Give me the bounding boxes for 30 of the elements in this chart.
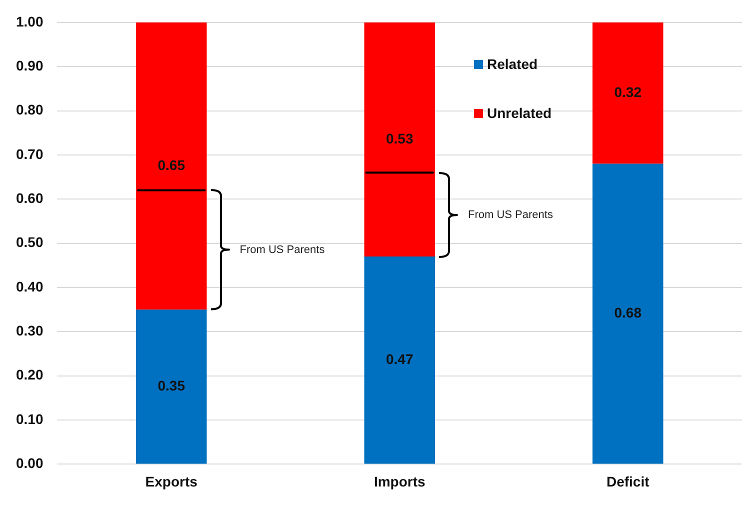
bar <box>136 310 207 464</box>
y-tick-label: 0.20 <box>16 366 44 383</box>
y-tick-label: 0.50 <box>16 234 44 250</box>
data-label: 0.35 <box>158 377 186 394</box>
legend-label: Unrelated <box>487 105 552 121</box>
bar <box>136 22 207 310</box>
x-tick-label: Deficit <box>606 473 650 490</box>
y-tick-label: 0.80 <box>16 102 44 118</box>
data-label: 0.68 <box>614 304 642 321</box>
y-tick-label: 0.90 <box>16 57 44 74</box>
annotation: From US Parents <box>240 244 325 256</box>
y-tick-label: 1.00 <box>16 13 44 30</box>
y-tick-label: 0.60 <box>16 190 44 206</box>
bar <box>364 256 436 464</box>
y-tick-label: 0.40 <box>16 278 44 294</box>
data-label: 0.53 <box>386 130 414 146</box>
x-tick-label: Imports <box>374 473 426 490</box>
data-label: 0.47 <box>386 350 414 367</box>
y-tick-label: 0.10 <box>16 410 44 427</box>
bar <box>364 22 436 257</box>
bar <box>592 22 664 164</box>
data-label: 0.65 <box>158 156 186 173</box>
legend-label: Related <box>487 56 538 72</box>
y-tick-label: 0.70 <box>16 146 44 162</box>
y-tick-label: 0.00 <box>16 455 44 472</box>
bar <box>592 164 664 464</box>
annotation: From US Parents <box>468 208 553 221</box>
y-tick-label: 0.30 <box>16 322 44 339</box>
data-label: 0.32 <box>614 84 642 100</box>
x-tick-label: Exports <box>145 473 198 490</box>
